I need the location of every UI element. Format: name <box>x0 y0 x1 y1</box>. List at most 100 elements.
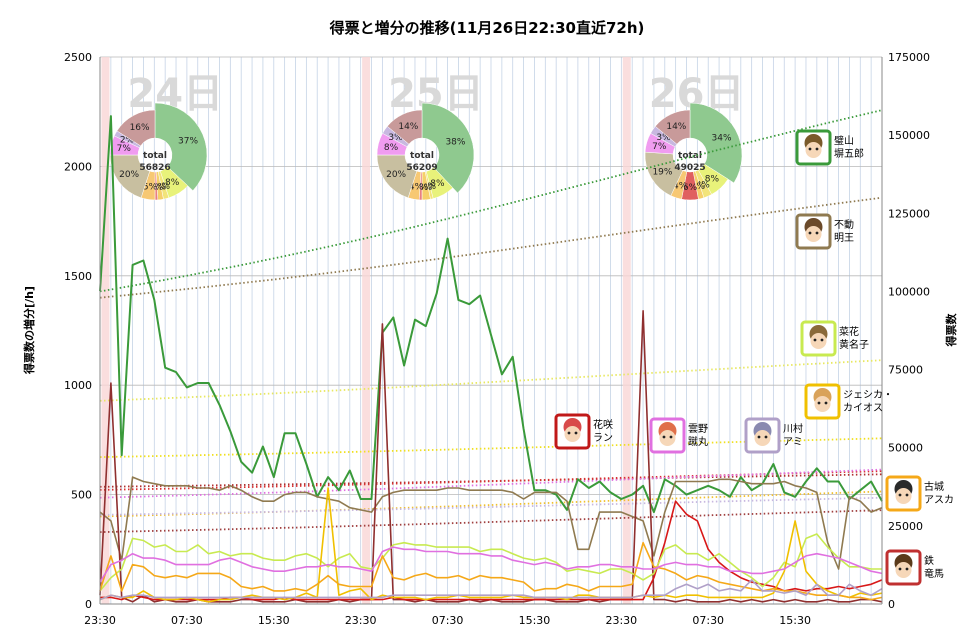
cumulative-lines <box>99 109 883 533</box>
increment-series-line <box>99 487 883 603</box>
character-badge: 鉄竜馬 <box>885 549 944 586</box>
y-right-tick-label: 100000 <box>888 285 930 298</box>
pie-slice-label: 7% <box>117 144 132 154</box>
pie-slice-label: 20% <box>386 170 406 180</box>
pie-slice-label: 4% <box>673 181 688 191</box>
character-name-line1: 川村 <box>783 422 803 435</box>
pie-slice-label: 2% <box>691 182 706 192</box>
axes: 0500100015002000250002500050000750001000… <box>64 51 930 627</box>
y-left-tick-label: 2000 <box>64 160 92 173</box>
increment-series-line <box>99 476 883 570</box>
y-axis-right-label: 得票数 <box>944 313 958 348</box>
increment-series-line <box>99 579 883 601</box>
x-tick-label: 07:30 <box>692 614 724 627</box>
character-name-line1: 雲野 <box>688 423 708 435</box>
character-legend: 璧山塀五郎不動明王菜花黄名子ジェシカ・カイオス花咲ラン雲野蹴丸川村アミ古城アスカ… <box>554 129 954 586</box>
character-eye-icon <box>808 231 812 235</box>
character-badge: ジェシカ・カイオス <box>804 383 893 420</box>
character-eye-icon <box>898 493 902 497</box>
pie-total-label: total <box>678 151 702 161</box>
character-name-line2: カイオス <box>843 402 883 414</box>
pie-slice-label: 3% <box>696 180 711 190</box>
increment-series-line <box>99 541 883 601</box>
pie-total-value: 56209 <box>406 163 437 173</box>
character-name-line1: 鉄 <box>924 554 934 567</box>
day-boundary-bands <box>101 57 631 604</box>
character-name-line1: ジェシカ・ <box>843 389 893 401</box>
cumulative-series-line <box>99 468 883 499</box>
character-eye-icon <box>905 567 909 571</box>
character-eye-icon <box>662 435 666 439</box>
character-face-icon <box>805 226 822 242</box>
pie-total-value: 49025 <box>674 163 705 173</box>
character-eye-icon <box>757 435 761 439</box>
cumulative-series-line <box>99 196 883 299</box>
pie-slice-label: 20% <box>119 170 139 180</box>
pie-slice-label: 16% <box>130 123 150 133</box>
y-left-tick-label: 1500 <box>64 270 92 283</box>
y-right-tick-label: 0 <box>888 598 895 611</box>
pie-slice-label: 2% <box>152 183 167 193</box>
pie-slice-label: 19% <box>652 167 672 177</box>
y-left-tick-label: 1000 <box>64 379 92 392</box>
pie-slice-label: 2% <box>120 136 135 146</box>
character-face-icon <box>895 488 912 504</box>
day-boundary-band <box>101 57 110 604</box>
pie-slice-label: 8% <box>165 178 180 188</box>
character-eye-icon <box>898 567 902 571</box>
character-name-line1: 菜花 <box>839 325 859 338</box>
pie-slice-label: 3% <box>388 133 403 143</box>
cumulative-series-line <box>99 490 883 518</box>
increment-series-line <box>99 115 883 514</box>
pie-total-label: total <box>143 151 167 161</box>
character-eye-icon <box>817 401 821 405</box>
pie-slice-label: 14% <box>666 122 686 132</box>
character-face-icon <box>659 430 676 446</box>
y-left-tick-label: 2500 <box>64 51 92 64</box>
chart-title: 得票と増分の推移(11月26日22:30直近72h) <box>329 19 645 37</box>
pie-slice-label: 8% <box>705 174 720 184</box>
x-tick-label: 15:30 <box>779 614 811 627</box>
y-right-tick-label: 75000 <box>888 364 923 377</box>
character-eye-icon <box>815 147 819 151</box>
day-labels: 24日 25日 26日 <box>127 71 744 117</box>
character-name-line1: 璧山 <box>834 134 854 147</box>
x-tick-label: 07:30 <box>171 614 203 627</box>
pie-slice <box>154 102 208 191</box>
character-eye-icon <box>815 231 819 235</box>
character-eye-icon <box>813 338 817 342</box>
pie-slice <box>421 102 475 194</box>
character-eye-icon <box>669 435 673 439</box>
character-name-line2: 竜馬 <box>924 567 944 580</box>
pie-total-value: 56826 <box>139 163 170 173</box>
y-right-tick-label: 175000 <box>888 51 930 64</box>
character-eye-icon <box>820 338 824 342</box>
day-boundary-band <box>622 57 631 604</box>
x-tick-label: 07:30 <box>432 614 464 627</box>
daily-share-pies: 37%8%2%2%1%5%20%7%2%16%total5682638%8%1%… <box>109 102 743 201</box>
pie-slice-label: 1% <box>414 183 429 193</box>
pie-slice-label: 8% <box>384 143 399 153</box>
pie-slice-label: 6% <box>683 183 698 193</box>
x-tick-label: 15:30 <box>258 614 290 627</box>
pie-slice-label: 2% <box>156 182 171 192</box>
character-name-line1: 花咲 <box>593 418 613 431</box>
increment-lines <box>99 115 883 603</box>
pie-slice-label: 37% <box>178 137 198 147</box>
character-name-line2: 蹴丸 <box>688 435 708 448</box>
cumulative-series-line <box>99 359 883 402</box>
character-name-line2: 塀五郎 <box>834 147 864 160</box>
y-right-tick-label: 50000 <box>888 442 923 455</box>
increment-series-line <box>99 533 882 592</box>
character-eye-icon <box>567 431 571 435</box>
pie-slice-label: 8% <box>430 179 445 189</box>
character-face-icon <box>805 142 822 158</box>
